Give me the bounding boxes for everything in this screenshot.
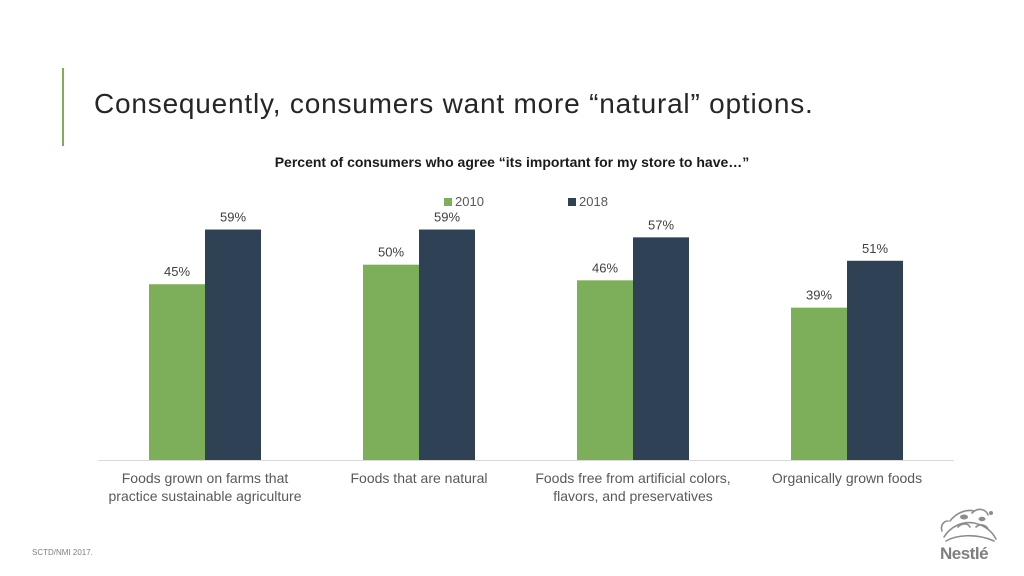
category-label-2-1: flavors, and preservatives bbox=[553, 488, 713, 504]
title-accent-bar bbox=[62, 68, 64, 146]
data-label-2010-2: 46% bbox=[592, 260, 618, 275]
chart-title: Percent of consumers who agree “its impo… bbox=[274, 154, 750, 170]
data-label-2018-0: 59% bbox=[220, 210, 246, 225]
legend-item-2018: 2018 bbox=[568, 194, 608, 209]
bar-2018-3 bbox=[847, 260, 903, 460]
legend-swatch-2010 bbox=[444, 197, 452, 206]
bar-2018-0 bbox=[205, 229, 261, 460]
bar-2010-0 bbox=[149, 284, 205, 460]
legend-label-2010: 2010 bbox=[455, 194, 484, 209]
bar-2010-1 bbox=[363, 264, 419, 460]
slide-title: Consequently, consumers want more “natur… bbox=[94, 88, 814, 119]
data-label-2010-1: 50% bbox=[378, 245, 404, 260]
nestle-wordmark: Nestlé bbox=[940, 544, 989, 563]
bar-2018-2 bbox=[633, 237, 689, 460]
nestle-nest-logo bbox=[940, 508, 997, 542]
legend-item-2010: 2010 bbox=[444, 194, 484, 209]
category-label-3-0: Organically grown foods bbox=[772, 470, 922, 486]
data-label-2010-0: 45% bbox=[164, 264, 190, 279]
bar-2010-3 bbox=[791, 307, 847, 460]
bar-2010-2 bbox=[577, 280, 633, 460]
data-label-2018-3: 51% bbox=[862, 241, 888, 256]
legend-label-2018: 2018 bbox=[579, 194, 608, 209]
category-label-0-0: Foods grown on farms that bbox=[122, 470, 289, 486]
category-label-2-0: Foods free from artificial colors, bbox=[535, 470, 730, 486]
bar-2018-1 bbox=[419, 229, 475, 460]
category-label-1-0: Foods that are natural bbox=[351, 470, 488, 486]
chart-legend: 2010 2018 bbox=[0, 194, 1024, 212]
data-label-2018-1: 59% bbox=[434, 210, 460, 225]
category-label-0-1: practice sustainable agriculture bbox=[109, 488, 302, 504]
source-footnote: SCTD/NMI 2017. bbox=[32, 548, 93, 557]
data-label-2010-3: 39% bbox=[806, 288, 832, 303]
legend-swatch-2018 bbox=[568, 197, 576, 206]
data-label-2018-2: 57% bbox=[648, 217, 674, 232]
